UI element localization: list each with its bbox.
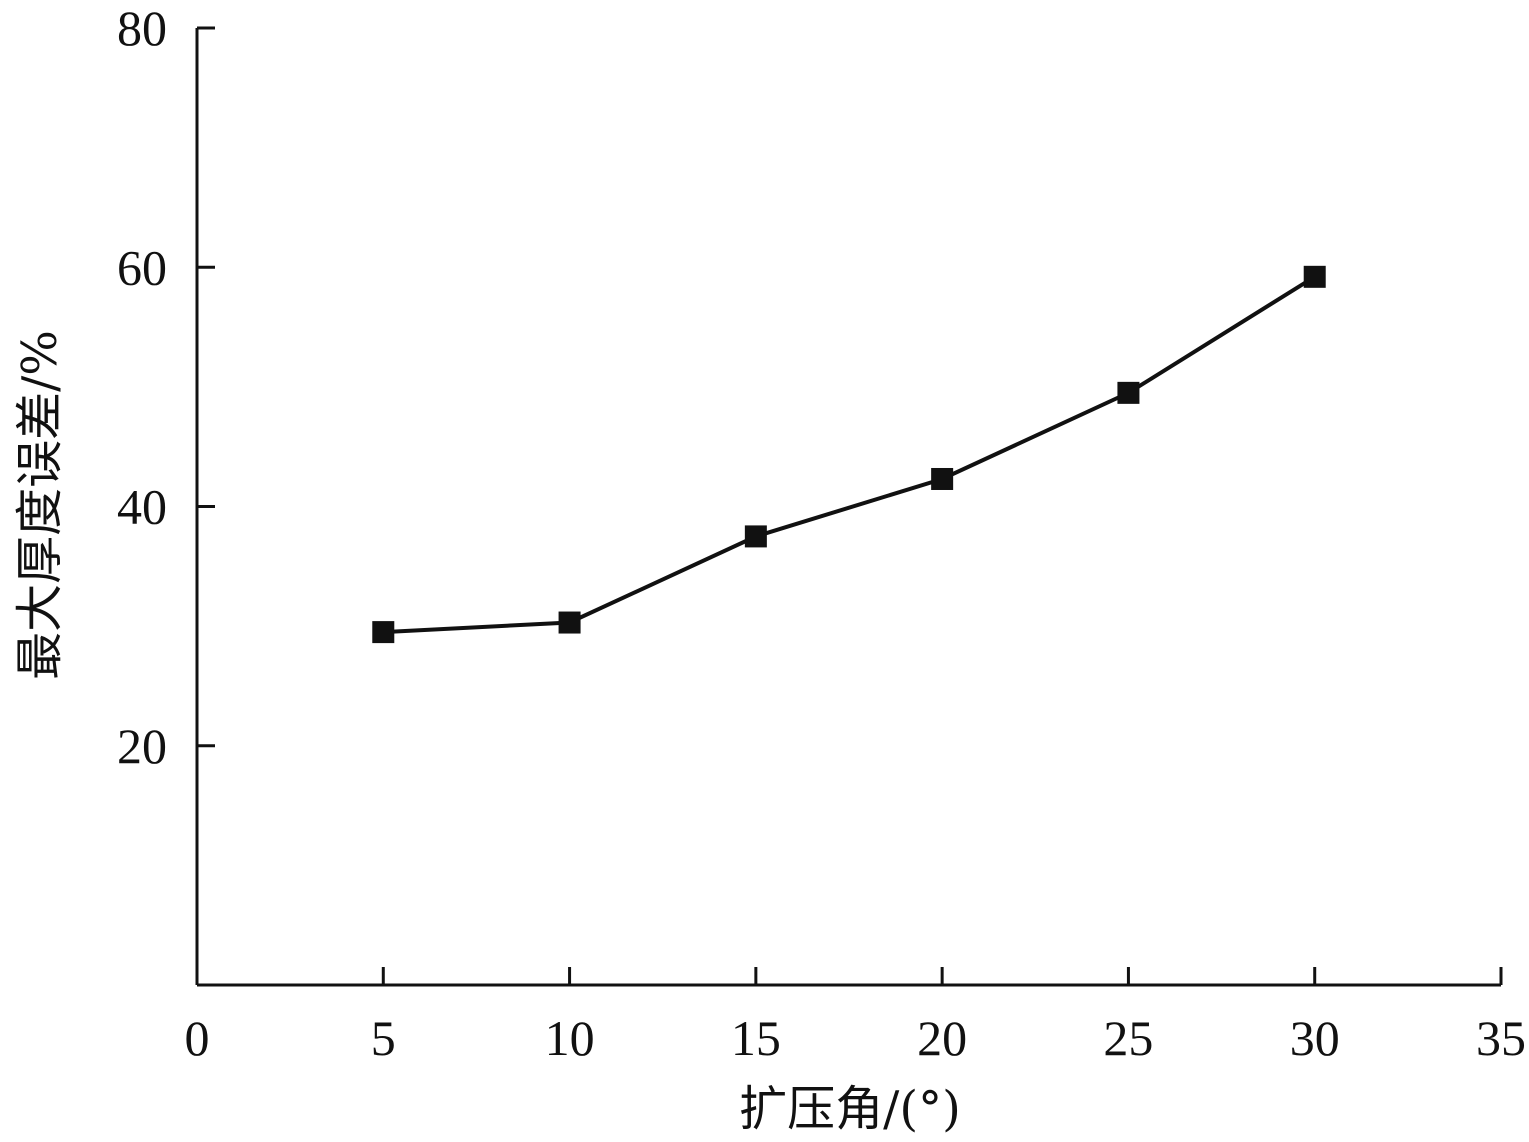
data-point-marker [744, 525, 767, 548]
series-line [383, 275, 1316, 635]
x-tick-label: 20 [917, 1010, 967, 1066]
x-tick-label: 5 [371, 1010, 396, 1066]
y-tick-label: 60 [117, 239, 167, 295]
x-tick-label: 25 [1103, 1010, 1153, 1066]
data-point-marker [1303, 265, 1326, 288]
x-tick-label: 10 [545, 1010, 595, 1066]
y-axis-label: 最大厚度误差/% [12, 330, 68, 680]
x-axis-label: 扩压角/(°) [739, 1081, 961, 1137]
labels: 扩压角/(°) 最大厚度误差/% [12, 330, 961, 1137]
data-point-marker [372, 621, 395, 644]
data-point-marker [1117, 381, 1140, 404]
axes: 0 5 10 15 20 25 30 35 20 40 60 80 [117, 0, 1526, 1066]
data-point-marker [558, 611, 581, 634]
series [372, 265, 1326, 644]
x-tick-label: 30 [1290, 1010, 1340, 1066]
x-tick-label: 35 [1476, 1010, 1526, 1066]
y-tick-label: 40 [117, 479, 167, 535]
x-tick-label: 0 [185, 1010, 210, 1066]
x-tick-label: 15 [731, 1010, 781, 1066]
data-point-marker [931, 467, 954, 490]
y-tick-label: 20 [117, 718, 167, 774]
y-tick-label: 80 [117, 0, 167, 56]
